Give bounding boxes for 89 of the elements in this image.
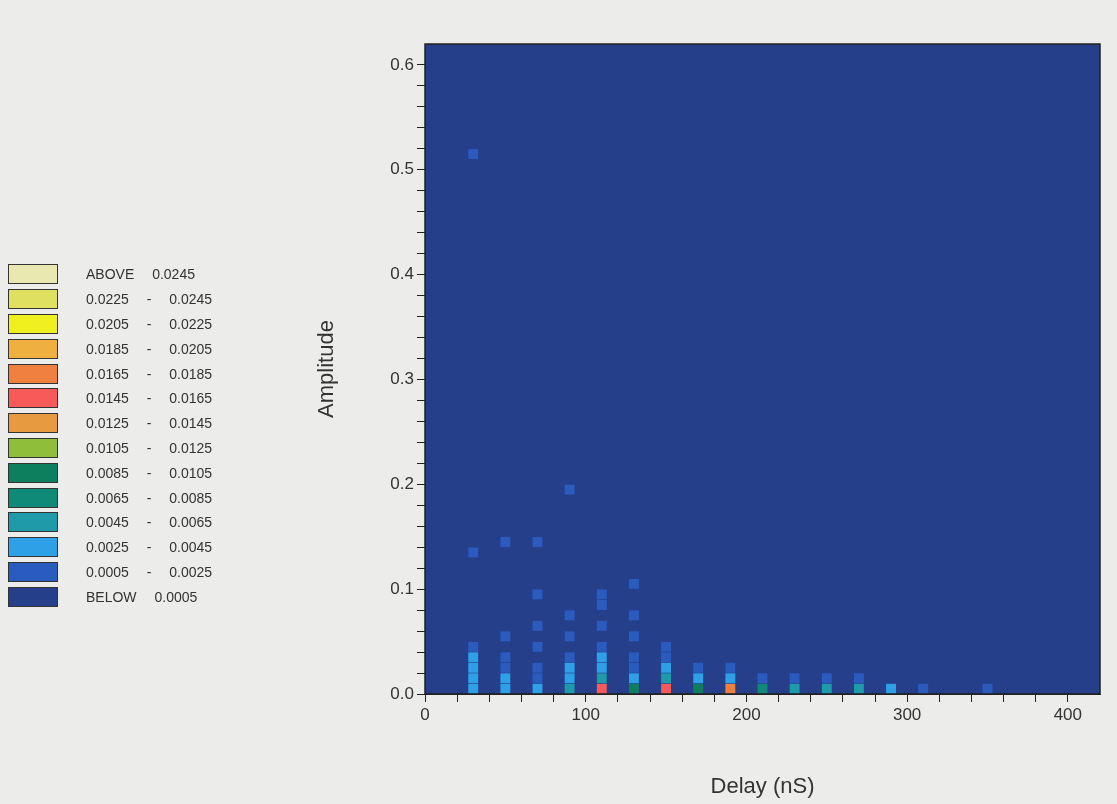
- legend-label: 0.0145 - 0.0165: [86, 390, 213, 407]
- legend-label: 0.0045 - 0.0065: [86, 514, 213, 531]
- x-tick-label: 200: [732, 704, 761, 724]
- point: [468, 673, 479, 684]
- point: [661, 641, 672, 652]
- point: [532, 641, 543, 652]
- point: [596, 683, 607, 694]
- point: [789, 673, 800, 684]
- point: [564, 484, 575, 495]
- legend-label: 0.0125 - 0.0145: [86, 415, 213, 432]
- legend-label: 0.0165 - 0.0185: [86, 365, 213, 382]
- point: [853, 673, 864, 684]
- point: [628, 631, 639, 642]
- point: [628, 652, 639, 663]
- y-tick-label: 0.1: [390, 578, 414, 598]
- y-tick-label: 0.0: [390, 683, 414, 703]
- y-axis-title: Amplitude: [313, 320, 339, 418]
- legend-label: 0.0225 - 0.0245: [86, 291, 213, 308]
- point: [757, 673, 768, 684]
- point: [886, 683, 897, 694]
- point: [532, 589, 543, 600]
- legend-label: 0.0205 - 0.0225: [86, 315, 213, 332]
- point: [500, 673, 511, 684]
- legend-label: 0.0185 - 0.0205: [86, 340, 213, 357]
- point: [853, 683, 864, 694]
- legend-label: 0.0085 - 0.0105: [86, 464, 213, 481]
- point: [821, 673, 832, 684]
- x-tick-label: 400: [1053, 704, 1083, 724]
- point: [693, 673, 704, 684]
- point: [468, 149, 479, 160]
- y-tick-label: 0.3: [390, 369, 414, 389]
- point: [789, 683, 800, 694]
- point: [725, 673, 736, 684]
- x-tick-label: 100: [571, 704, 600, 724]
- point: [628, 610, 639, 621]
- y-tick-label: 0.2: [390, 474, 414, 494]
- point: [918, 683, 929, 694]
- point: [500, 662, 511, 673]
- legend-label: 0.0025 - 0.0045: [86, 539, 213, 556]
- point: [468, 683, 479, 694]
- point: [532, 662, 543, 673]
- point: [468, 662, 479, 673]
- point: [468, 652, 479, 663]
- point: [821, 683, 832, 694]
- point: [596, 662, 607, 673]
- point: [596, 589, 607, 600]
- point: [532, 673, 543, 684]
- point: [628, 578, 639, 589]
- point: [596, 652, 607, 663]
- point: [596, 641, 607, 652]
- point: [564, 652, 575, 663]
- legend-label: BELOW 0.0005: [86, 588, 198, 605]
- point: [564, 683, 575, 694]
- point: [661, 673, 672, 684]
- point: [628, 683, 639, 694]
- point: [628, 673, 639, 684]
- point: [725, 662, 736, 673]
- legend-label: 0.0065 - 0.0085: [86, 489, 213, 506]
- point: [564, 610, 575, 621]
- legend-label: 0.0105 - 0.0125: [86, 439, 213, 456]
- point: [500, 631, 511, 642]
- point: [628, 662, 639, 673]
- point: [468, 641, 479, 652]
- point: [532, 620, 543, 631]
- point: [564, 673, 575, 684]
- point: [500, 537, 511, 547]
- legend-label: 0.0005 - 0.0025: [86, 563, 213, 580]
- x-tick-label: 300: [892, 704, 922, 724]
- y-tick-label: 0.4: [390, 264, 414, 284]
- legend-label: ABOVE 0.0245: [86, 266, 195, 283]
- y-tick-label: 0.5: [390, 159, 414, 179]
- point: [564, 631, 575, 642]
- point: [661, 662, 672, 673]
- point: [500, 652, 511, 663]
- point: [500, 683, 511, 694]
- point: [661, 652, 672, 663]
- point: [596, 599, 607, 610]
- y-tick-label: 0.6: [390, 54, 414, 74]
- point: [468, 547, 479, 558]
- point: [532, 537, 543, 547]
- x-tick-label: 0: [420, 704, 430, 724]
- point: [693, 683, 704, 694]
- point: [693, 662, 704, 673]
- point: [596, 673, 607, 684]
- point: [596, 620, 607, 631]
- point: [661, 683, 672, 694]
- x-axis-title: Delay (nS): [710, 772, 815, 798]
- point: [564, 662, 575, 673]
- point: [725, 683, 736, 694]
